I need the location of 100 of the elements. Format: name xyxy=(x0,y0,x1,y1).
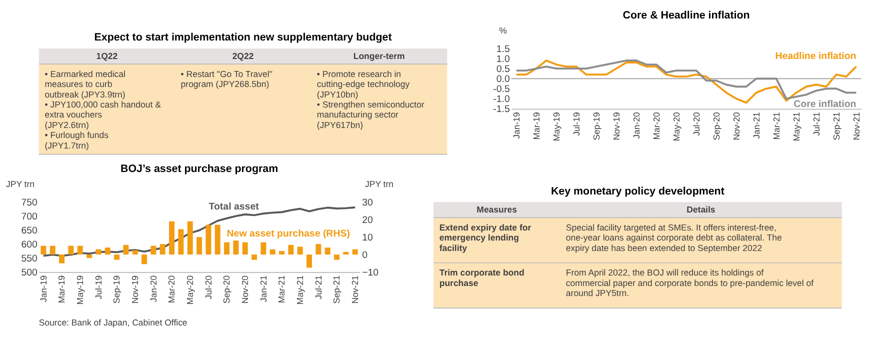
x-tick-label: Mar-21 xyxy=(276,275,287,304)
y-tick-label: 1.5 xyxy=(496,44,510,55)
x-tick-label: Jul-19 xyxy=(572,112,582,136)
x-tick-label: Jan-20 xyxy=(632,112,642,139)
y-tick-label: -0.5 xyxy=(493,84,510,96)
series-label: Total asset xyxy=(208,201,260,212)
x-tick-label: Nov-19 xyxy=(612,112,622,140)
bar xyxy=(40,246,46,255)
series-label: Headline inflation xyxy=(775,50,856,62)
bar xyxy=(297,246,303,255)
bar xyxy=(352,249,358,255)
x-tick-label: Nov-20 xyxy=(240,275,250,304)
x-tick-label: Mar-20 xyxy=(652,112,662,140)
x-tick-label: Jan-21 xyxy=(258,275,268,302)
x-tick-label: Nov-20 xyxy=(732,112,742,140)
x-tick-label: Sep-20 xyxy=(222,275,232,304)
bar xyxy=(169,221,175,255)
x-tick-label: Sep-21 xyxy=(832,112,842,140)
bar xyxy=(178,229,184,255)
x-tick-label: May-20 xyxy=(672,112,682,142)
y-tick-label: 700 xyxy=(21,211,38,222)
bar xyxy=(334,254,340,260)
x-tick-label: Jul-21 xyxy=(812,112,822,136)
bar xyxy=(324,248,330,255)
y2-tick-label: 30 xyxy=(362,197,374,208)
bar xyxy=(214,224,220,255)
x-tick-label: Jul-21 xyxy=(313,275,324,300)
series-label: Core inflation xyxy=(794,99,856,110)
text: • Promote research in cutting-edge technology (JPY10bn) • Strengthen semiconductor manufacturing sector (JPY617bn) xyxy=(316,68,424,130)
x-tick-label: Mar-21 xyxy=(772,112,782,140)
bar xyxy=(68,246,74,255)
bar xyxy=(233,240,239,255)
bar xyxy=(343,252,349,255)
category-label: Details xyxy=(686,204,716,215)
y-tick-label: 600 xyxy=(21,239,38,250)
text: Trim corporate bond purchase xyxy=(439,268,524,288)
y-tick-label: -1.0 xyxy=(493,94,510,106)
text: Special facility targeted at SMEs. It offers interest-free, one-year loans against corporate debt as collateral. The expiry date has been extended to September 2022 xyxy=(566,222,782,253)
text: Key monetary policy development xyxy=(550,185,725,198)
y-tick-label: 500 xyxy=(21,267,38,278)
text: From April 2022, the BOJ will reduce its holdings of commercial paper and corporate bonds to pre-pandemic level of around JPY5trn. xyxy=(566,268,814,298)
x-tick-label: Mar-20 xyxy=(166,275,177,304)
bar xyxy=(279,251,285,255)
x-tick-label: Sep-21 xyxy=(332,275,342,304)
y-axis-title: % xyxy=(499,25,508,36)
x-tick-label: Jan-19 xyxy=(512,112,522,139)
bar xyxy=(104,248,110,255)
y-tick-label: 650 xyxy=(21,225,38,236)
source-note: Source: Bank of Japan, Cabinet Office xyxy=(38,318,188,328)
bar xyxy=(114,254,120,260)
y2-axis-title: JPY trn xyxy=(365,178,394,189)
x-tick-label: May-19 xyxy=(75,275,86,305)
bar xyxy=(160,244,166,255)
bar xyxy=(77,246,83,255)
y-tick-label: 750 xyxy=(21,197,38,208)
y2-tick-label: 0 xyxy=(362,250,368,261)
x-tick-label: May-20 xyxy=(185,275,196,305)
bar xyxy=(142,254,148,264)
text: • Restart "Go To Travel" program (JPY268.5bn) xyxy=(180,68,272,90)
x-tick-label: May-21 xyxy=(792,112,802,142)
bar xyxy=(252,254,258,260)
x-tick-label: Jul-19 xyxy=(93,275,104,300)
chart-title: Core & Headline inflation xyxy=(622,9,750,22)
x-tick-label: Jul-20 xyxy=(692,112,702,136)
category-label: 1Q22 xyxy=(96,51,118,62)
bar xyxy=(150,246,156,255)
bar xyxy=(242,242,248,255)
bar xyxy=(50,246,56,255)
bar xyxy=(196,237,202,255)
y-tick-label: 0.0 xyxy=(496,74,510,85)
x-tick-label: May-21 xyxy=(295,275,306,305)
series-label: New asset purchase (RHS) xyxy=(226,228,350,240)
x-tick-label: Sep-19 xyxy=(592,112,602,140)
bar xyxy=(224,242,230,255)
bar xyxy=(187,221,193,255)
bar xyxy=(288,244,294,255)
category-label: Measures xyxy=(476,204,518,215)
bar xyxy=(96,249,102,255)
x-tick-label: May-19 xyxy=(552,112,562,142)
x-tick-label: Nov-19 xyxy=(130,275,140,304)
y-axis-title: JPY trn xyxy=(6,178,35,189)
bar xyxy=(206,224,212,255)
bar xyxy=(132,250,138,255)
bar xyxy=(59,254,65,264)
x-tick-label: Jan-20 xyxy=(148,275,158,302)
x-tick-label: Mar-19 xyxy=(56,275,67,304)
x-tick-label: Nov-21 xyxy=(350,275,360,304)
bar xyxy=(86,254,92,258)
x-tick-label: Sep-20 xyxy=(712,112,722,140)
x-tick-label: Jan-19 xyxy=(38,275,48,302)
category-label: Longer-term xyxy=(353,51,406,62)
bar xyxy=(260,242,266,255)
bar xyxy=(123,244,129,255)
y2-tick-label: −10 xyxy=(362,267,380,278)
text: Extend expiry date for emergency lending facility xyxy=(439,222,532,253)
chart-title: BOJ’s asset purchase program xyxy=(120,162,278,175)
bar xyxy=(270,249,276,255)
category-label: 2Q22 xyxy=(232,51,254,62)
x-tick-label: Jul-20 xyxy=(203,275,214,300)
text: Expect to start implementation new supplementary budget xyxy=(94,32,392,44)
